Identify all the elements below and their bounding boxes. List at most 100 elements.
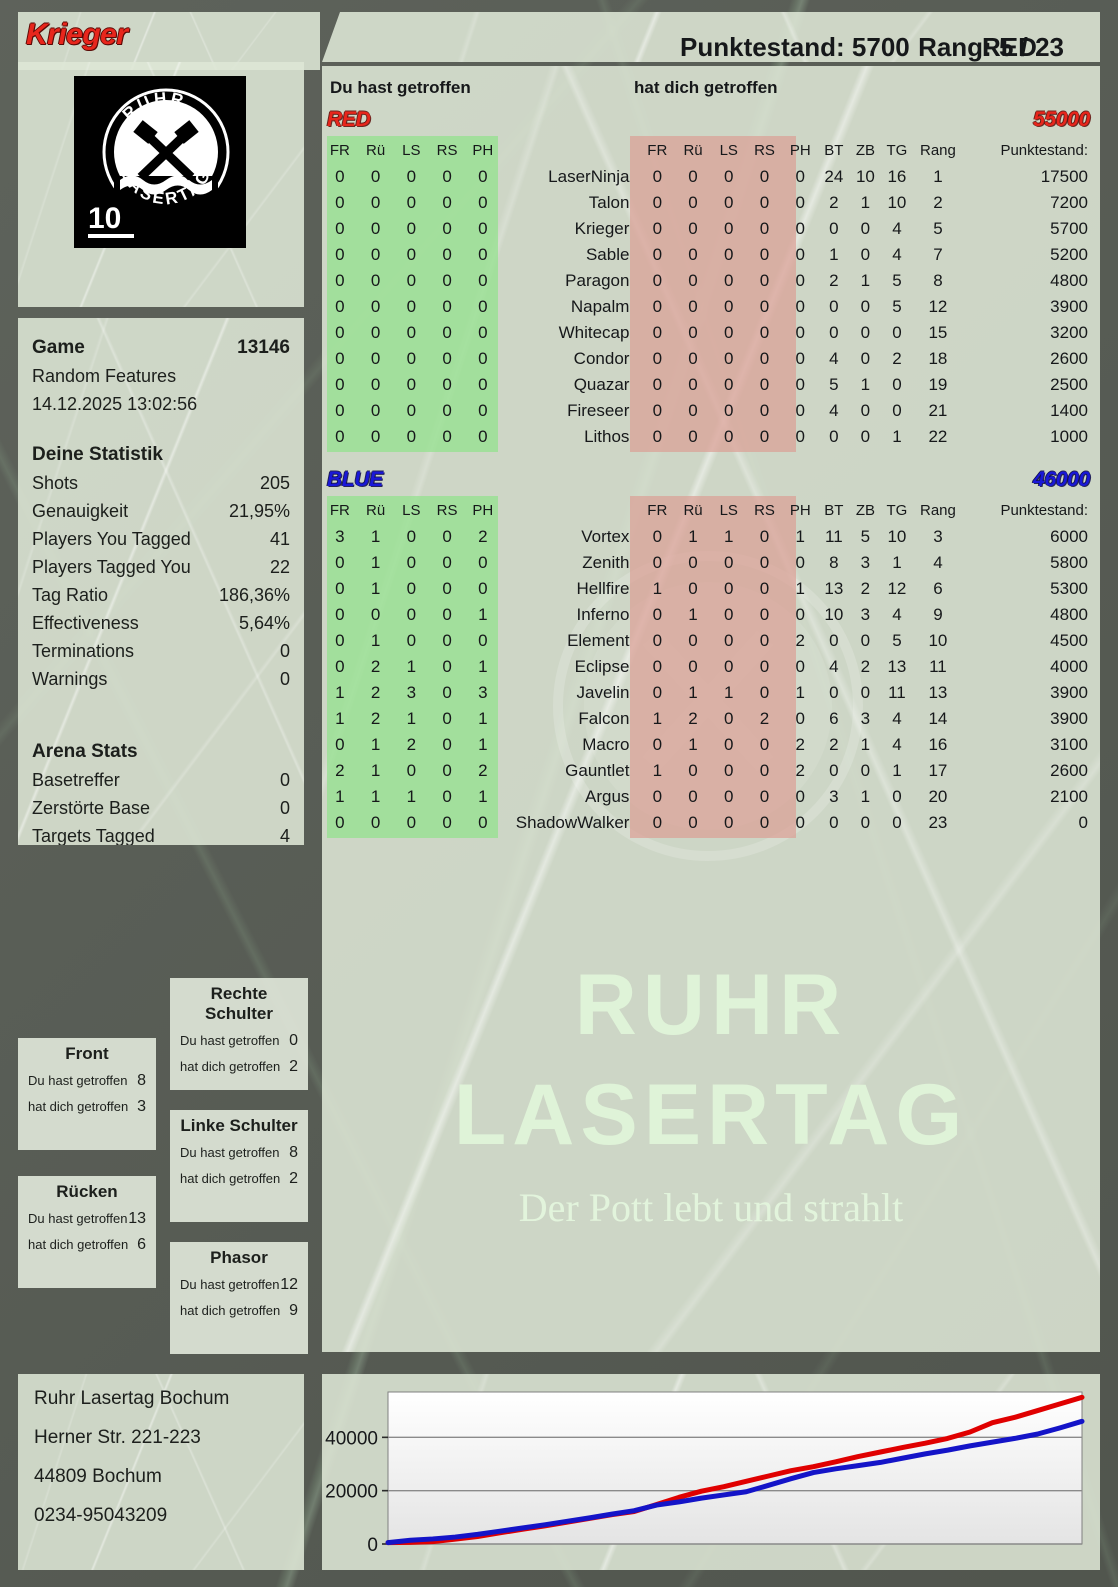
cell-you-hit: 0 xyxy=(406,427,417,446)
table-row: 0 2 1 0 1 Eclipse 0 0 0 0 0 4 2 13 11 4000 xyxy=(322,654,1100,680)
cell-hit-you: 0 xyxy=(724,787,734,806)
game-id: 13146 xyxy=(237,337,290,358)
cell-hit-you: 0 xyxy=(652,323,663,342)
cell-hit-you: 0 xyxy=(724,167,734,186)
cell-you-hit: 0 xyxy=(370,271,381,290)
cell-bt: 4 xyxy=(829,657,839,676)
cell-rang: 14 xyxy=(928,709,948,728)
cell-player-name: Element xyxy=(567,631,630,650)
cell-hit-you: 0 xyxy=(688,245,698,264)
cell-hit-you: 1 xyxy=(724,527,734,546)
cell-you-hit: 0 xyxy=(406,553,417,572)
cell-rang: 18 xyxy=(928,349,948,368)
your-stat-label: Effectiveness xyxy=(32,613,139,633)
cell-zb: 0 xyxy=(860,297,871,316)
cell-score: 4800 xyxy=(1050,605,1088,624)
cell-hit-you: 0 xyxy=(759,579,770,598)
cell-you-hit: 0 xyxy=(442,553,452,572)
cell-you-hit: 0 xyxy=(442,527,452,546)
cell-hit-you: 2 xyxy=(795,631,805,650)
bodypart-front-youhit: Du hast getroffen 8 xyxy=(28,1072,146,1090)
cell-rang: 7 xyxy=(933,245,943,264)
cell-score: 3900 xyxy=(1050,297,1088,316)
col-header-zb: ZB xyxy=(855,142,875,159)
cell-hit-you: 0 xyxy=(759,761,770,780)
bodypart-rshldr-hityou: hat dich getroffen 2 xyxy=(180,1058,298,1076)
cell-bt: 4 xyxy=(829,401,839,420)
cell-you-hit: 0 xyxy=(442,375,452,394)
cell-hit-you: 0 xyxy=(652,527,663,546)
cell-tg: 1 xyxy=(892,761,902,780)
cell-you-hit: 1 xyxy=(370,761,381,780)
cell-you-hit: 3 xyxy=(478,683,488,702)
cell-hit-you: 0 xyxy=(795,787,805,806)
cell-score: 17500 xyxy=(1040,167,1088,186)
cell-score: 4800 xyxy=(1050,271,1088,290)
chart-series-blue xyxy=(385,1418,1085,1546)
cell-hit-you: 0 xyxy=(688,657,698,676)
cell-you-hit: 0 xyxy=(335,631,345,650)
cell-player-name: Paragon xyxy=(565,271,630,290)
cell-bt: 2 xyxy=(829,193,839,212)
cell-hit-you: 0 xyxy=(652,271,663,290)
cell-score: 1400 xyxy=(1050,401,1088,420)
table-row: 0 0 0 0 0 Whitecap 0 0 0 0 0 0 0 0 15 3200 xyxy=(322,320,1100,346)
cell-you-hit: 1 xyxy=(335,709,345,728)
col-header-tg: TG xyxy=(886,142,908,159)
cell-player-name: Falcon xyxy=(578,709,630,728)
cell-hit-you: 2 xyxy=(688,709,698,728)
cell-hit-you: 1 xyxy=(652,761,663,780)
bodypart-phasor: Phasor Du hast getroffen 12 hat dich get… xyxy=(170,1242,308,1354)
cell-hit-you: 0 xyxy=(688,375,698,394)
bodypart-back-title: Rücken xyxy=(56,1182,118,1201)
cell-rang: 5 xyxy=(933,219,943,238)
cell-you-hit: 0 xyxy=(442,219,452,238)
col-header-them-fr: FR xyxy=(647,142,668,159)
cell-zb: 1 xyxy=(860,271,871,290)
cell-you-hit: 0 xyxy=(406,375,417,394)
cell-you-hit: 1 xyxy=(478,735,488,754)
cell-you-hit: 1 xyxy=(478,605,488,624)
cell-you-hit: 0 xyxy=(335,579,345,598)
cell-you-hit: 0 xyxy=(406,271,417,290)
cell-hit-you: 0 xyxy=(795,323,805,342)
your-stat-row: Terminations 0 xyxy=(32,641,290,662)
cell-rang: 19 xyxy=(928,375,948,394)
cell-you-hit: 0 xyxy=(478,375,488,394)
cell-tg: 4 xyxy=(892,735,902,754)
cell-you-hit: 0 xyxy=(478,427,488,446)
arena-stat-label: Basetreffer xyxy=(32,770,120,790)
cell-bt: 0 xyxy=(829,683,839,702)
col-header-them-rs: RS xyxy=(754,142,775,159)
cell-hit-you: 0 xyxy=(759,297,770,316)
col-header-you-ls: LS xyxy=(402,502,421,519)
cell-rang: 2 xyxy=(933,193,943,212)
cell-player-name: Condor xyxy=(573,349,630,368)
address-line: 44809 Bochum xyxy=(34,1466,162,1487)
arena-stat-row: Zerstörte Base 0 xyxy=(32,798,290,819)
label-you-hit: Du hast getroffen xyxy=(180,1145,280,1160)
cell-hit-you: 0 xyxy=(652,553,663,572)
col-header-rang: Rang xyxy=(920,142,956,159)
address-line: Ruhr Lasertag Bochum xyxy=(34,1388,230,1409)
cell-hit-you: 0 xyxy=(688,323,698,342)
cell-rang: 6 xyxy=(933,579,943,598)
cell-rang: 10 xyxy=(928,631,948,650)
cell-hit-you: 0 xyxy=(795,813,805,832)
col-header-zb: ZB xyxy=(855,502,875,519)
cell-hit-you: 0 xyxy=(795,349,805,368)
cell-you-hit: 0 xyxy=(478,349,488,368)
cell-you-hit: 0 xyxy=(335,605,345,624)
cell-hit-you: 0 xyxy=(724,427,734,446)
cell-player-name: Quazar xyxy=(573,375,630,394)
cell-hit-you: 0 xyxy=(724,657,734,676)
your-stat-row: Warnings 0 xyxy=(32,669,290,690)
cell-zb: 3 xyxy=(860,709,871,728)
cell-player-name: Krieger xyxy=(574,219,630,238)
cell-you-hit: 0 xyxy=(442,323,452,342)
cell-score: 7200 xyxy=(1050,193,1088,212)
cell-player-name: Inferno xyxy=(576,605,630,624)
team-table: FR Rü LS RS PH FR Rü LS RS PH BT ZB TG Rang Punktestan… xyxy=(322,138,1100,450)
bodypart-phasor-title: Phasor xyxy=(210,1248,268,1267)
address-lines: Ruhr Lasertag Bochum Herner Str. 221-223 4… xyxy=(18,1374,304,1570)
